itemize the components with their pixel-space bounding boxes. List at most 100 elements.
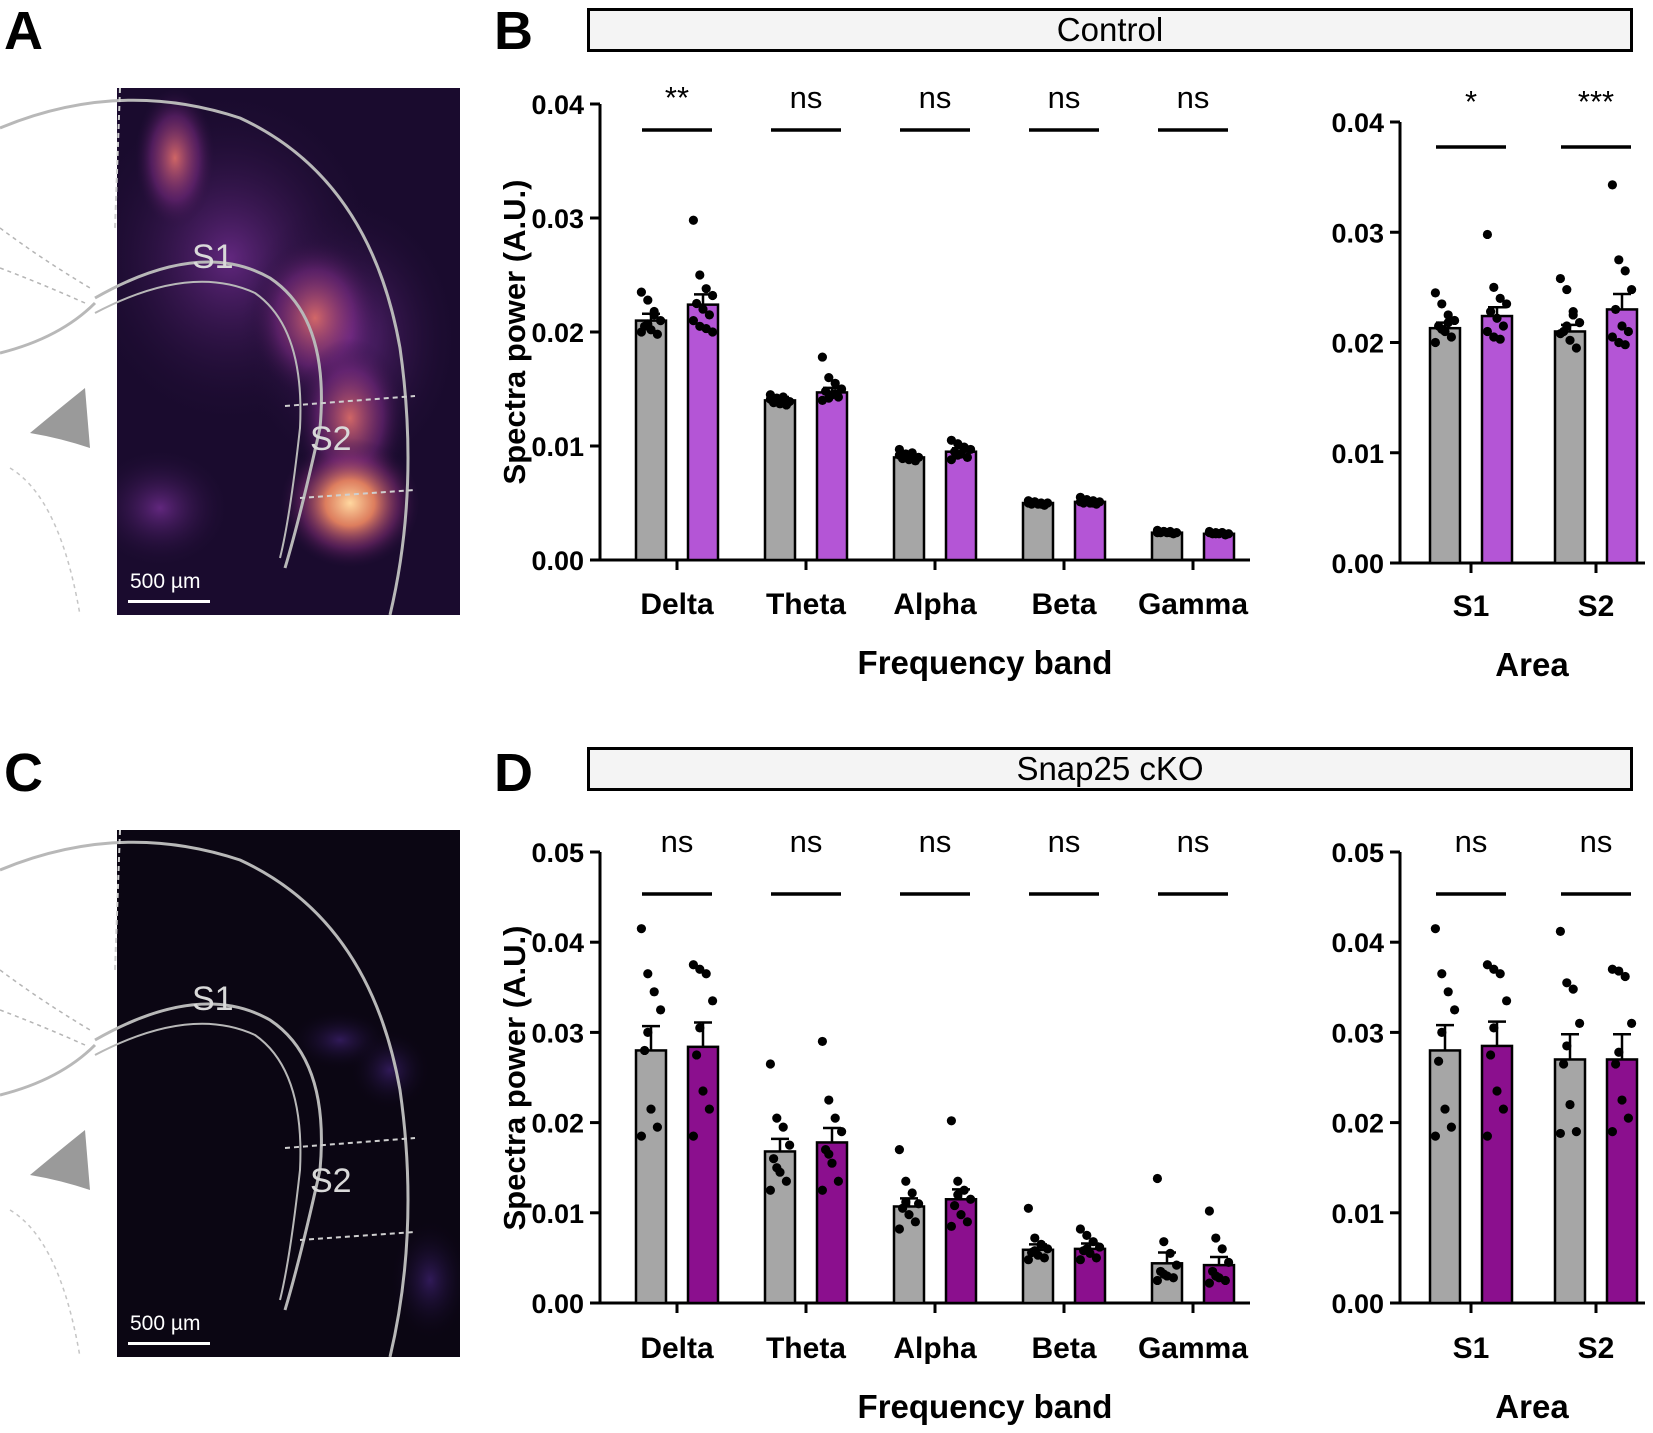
data-point — [946, 1116, 957, 1126]
data-point — [636, 327, 647, 337]
x-tick-label: Beta — [1031, 1332, 1096, 1365]
data-point — [953, 1176, 963, 1186]
data-point — [643, 969, 653, 979]
data-point — [1562, 284, 1572, 295]
data-point — [894, 1145, 905, 1155]
significance-label: ns — [1048, 824, 1081, 859]
data-point — [1091, 1253, 1101, 1263]
region-label-s1: S1 — [192, 980, 234, 1018]
x-tick-label: S1 — [1453, 590, 1490, 623]
data-point — [772, 1163, 782, 1173]
x-tick-label: S1 — [1453, 1332, 1490, 1365]
data-point — [837, 384, 847, 394]
data-point — [1614, 966, 1624, 976]
data-point — [692, 298, 702, 309]
data-point — [1172, 1260, 1182, 1270]
data-point — [1082, 1244, 1092, 1254]
data-point — [704, 1104, 715, 1114]
bar — [815, 1141, 849, 1305]
data-point — [708, 996, 718, 1006]
data-point — [1562, 321, 1572, 331]
panel-letter-c: C — [4, 743, 43, 803]
y-tick-label: 0.04 — [1331, 108, 1384, 138]
data-point — [1575, 318, 1585, 328]
y-tick-label: 0.03 — [531, 204, 584, 234]
y-tick-label: 0.03 — [1331, 1018, 1384, 1048]
data-point — [1620, 340, 1630, 350]
data-point — [1095, 1242, 1105, 1252]
data-point — [765, 1059, 776, 1069]
bar — [634, 319, 668, 562]
bar — [1553, 1058, 1587, 1305]
y-tick-label: 0.02 — [1331, 1109, 1384, 1139]
significance-label: ns — [790, 80, 823, 115]
scale-bar-label: 500 µm — [130, 1312, 201, 1335]
data-point — [833, 1176, 844, 1186]
data-point — [830, 378, 840, 388]
panel-letter-b: B — [494, 1, 533, 61]
y-tick-label: 0.05 — [1331, 838, 1384, 868]
x-tick-label: Theta — [766, 588, 846, 621]
bar — [1480, 1044, 1514, 1305]
data-point — [646, 1104, 656, 1114]
data-point — [1434, 1056, 1444, 1066]
data-point — [966, 1194, 976, 1204]
data-point — [1152, 1275, 1162, 1286]
x-tick-label: Delta — [640, 1332, 714, 1365]
data-point — [688, 215, 699, 225]
bar — [1073, 500, 1107, 562]
micrograph-control-graphic — [0, 88, 460, 615]
data-point — [830, 1113, 840, 1123]
significance-label: ns — [661, 824, 694, 859]
data-point — [1568, 310, 1578, 320]
data-point — [1571, 343, 1581, 353]
data-point — [824, 373, 834, 383]
x-axis-label: Frequency band — [858, 1388, 1113, 1425]
data-point — [688, 1131, 699, 1141]
data-point — [1165, 528, 1175, 538]
data-point — [1217, 528, 1227, 538]
significance-label: ns — [919, 80, 952, 115]
data-point — [643, 1027, 653, 1037]
micrograph-cko-graphic — [0, 830, 460, 1357]
data-point — [643, 319, 653, 329]
data-point — [1627, 1018, 1637, 1028]
data-point — [1039, 1253, 1049, 1263]
x-tick-label: Delta — [640, 588, 714, 621]
data-point — [1623, 1113, 1633, 1123]
data-point — [1486, 1050, 1496, 1060]
data-point — [1568, 984, 1578, 994]
data-point — [1607, 332, 1617, 342]
data-point — [1030, 1246, 1040, 1256]
data-point — [1607, 180, 1617, 190]
data-point — [1482, 960, 1492, 970]
data-point — [894, 1224, 905, 1234]
data-point — [901, 452, 911, 462]
data-point — [778, 1122, 788, 1132]
data-point — [640, 1045, 650, 1056]
data-point — [1168, 1273, 1178, 1283]
data-point — [1165, 1248, 1175, 1258]
data-point — [837, 1127, 847, 1137]
data-point — [1446, 1122, 1456, 1132]
data-point — [1204, 1206, 1214, 1216]
data-point — [1211, 1233, 1221, 1243]
data-point — [652, 329, 663, 339]
data-point — [1620, 971, 1630, 982]
data-point — [1492, 313, 1502, 323]
x-axis-label: Frequency band — [858, 644, 1113, 681]
data-point — [1611, 1059, 1621, 1069]
y-tick-label: 0.00 — [1331, 1289, 1384, 1319]
micrograph-cko: S1 S2 500 µm — [0, 830, 460, 1357]
data-point — [1571, 1127, 1581, 1137]
data-point — [1437, 324, 1447, 334]
data-point — [901, 1176, 911, 1186]
data-point — [692, 1050, 702, 1060]
data-point — [688, 960, 699, 970]
data-point — [1498, 1104, 1508, 1114]
data-point — [1023, 1203, 1033, 1213]
data-point — [1482, 326, 1492, 337]
data-point — [1220, 1275, 1230, 1286]
x-tick-label: Gamma — [1138, 1332, 1248, 1365]
